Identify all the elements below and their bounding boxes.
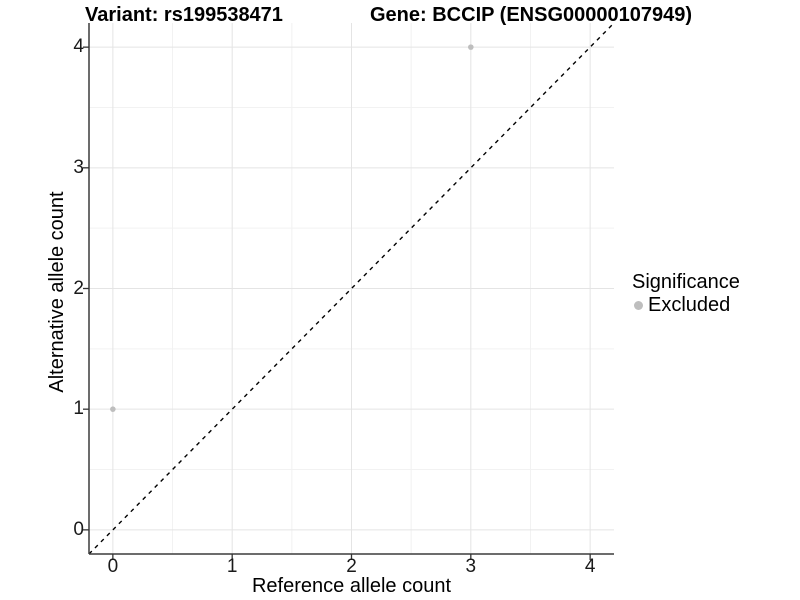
legend-entry-excluded: Excluded <box>634 294 740 317</box>
x-tick-label: 0 <box>107 556 119 577</box>
y-tick-label: 2 <box>73 277 84 299</box>
x-tick-label: 2 <box>346 556 357 577</box>
plot-title-variant: Variant: rs199538471 <box>85 4 283 26</box>
data-point <box>468 44 474 50</box>
x-tick-label: 4 <box>584 556 596 577</box>
data-point <box>110 406 116 412</box>
x-axis-title: Reference allele count <box>251 575 451 597</box>
legend: Significance Excluded <box>632 270 740 317</box>
plot-title-gene: Gene: BCCIP (ENSG00000107949) <box>370 4 693 26</box>
y-tick-label: 4 <box>73 36 84 58</box>
legend-entry-label: Excluded <box>648 294 731 316</box>
x-tick-label: 1 <box>226 556 238 577</box>
identity-line <box>88 22 615 555</box>
y-tick-label: 3 <box>73 156 84 178</box>
legend-title: Significance <box>632 271 740 293</box>
y-tick-label: 1 <box>73 398 84 420</box>
y-tick-label: 0 <box>73 518 84 540</box>
legend-point-icon <box>634 301 643 310</box>
x-tick-label: 3 <box>465 556 477 577</box>
